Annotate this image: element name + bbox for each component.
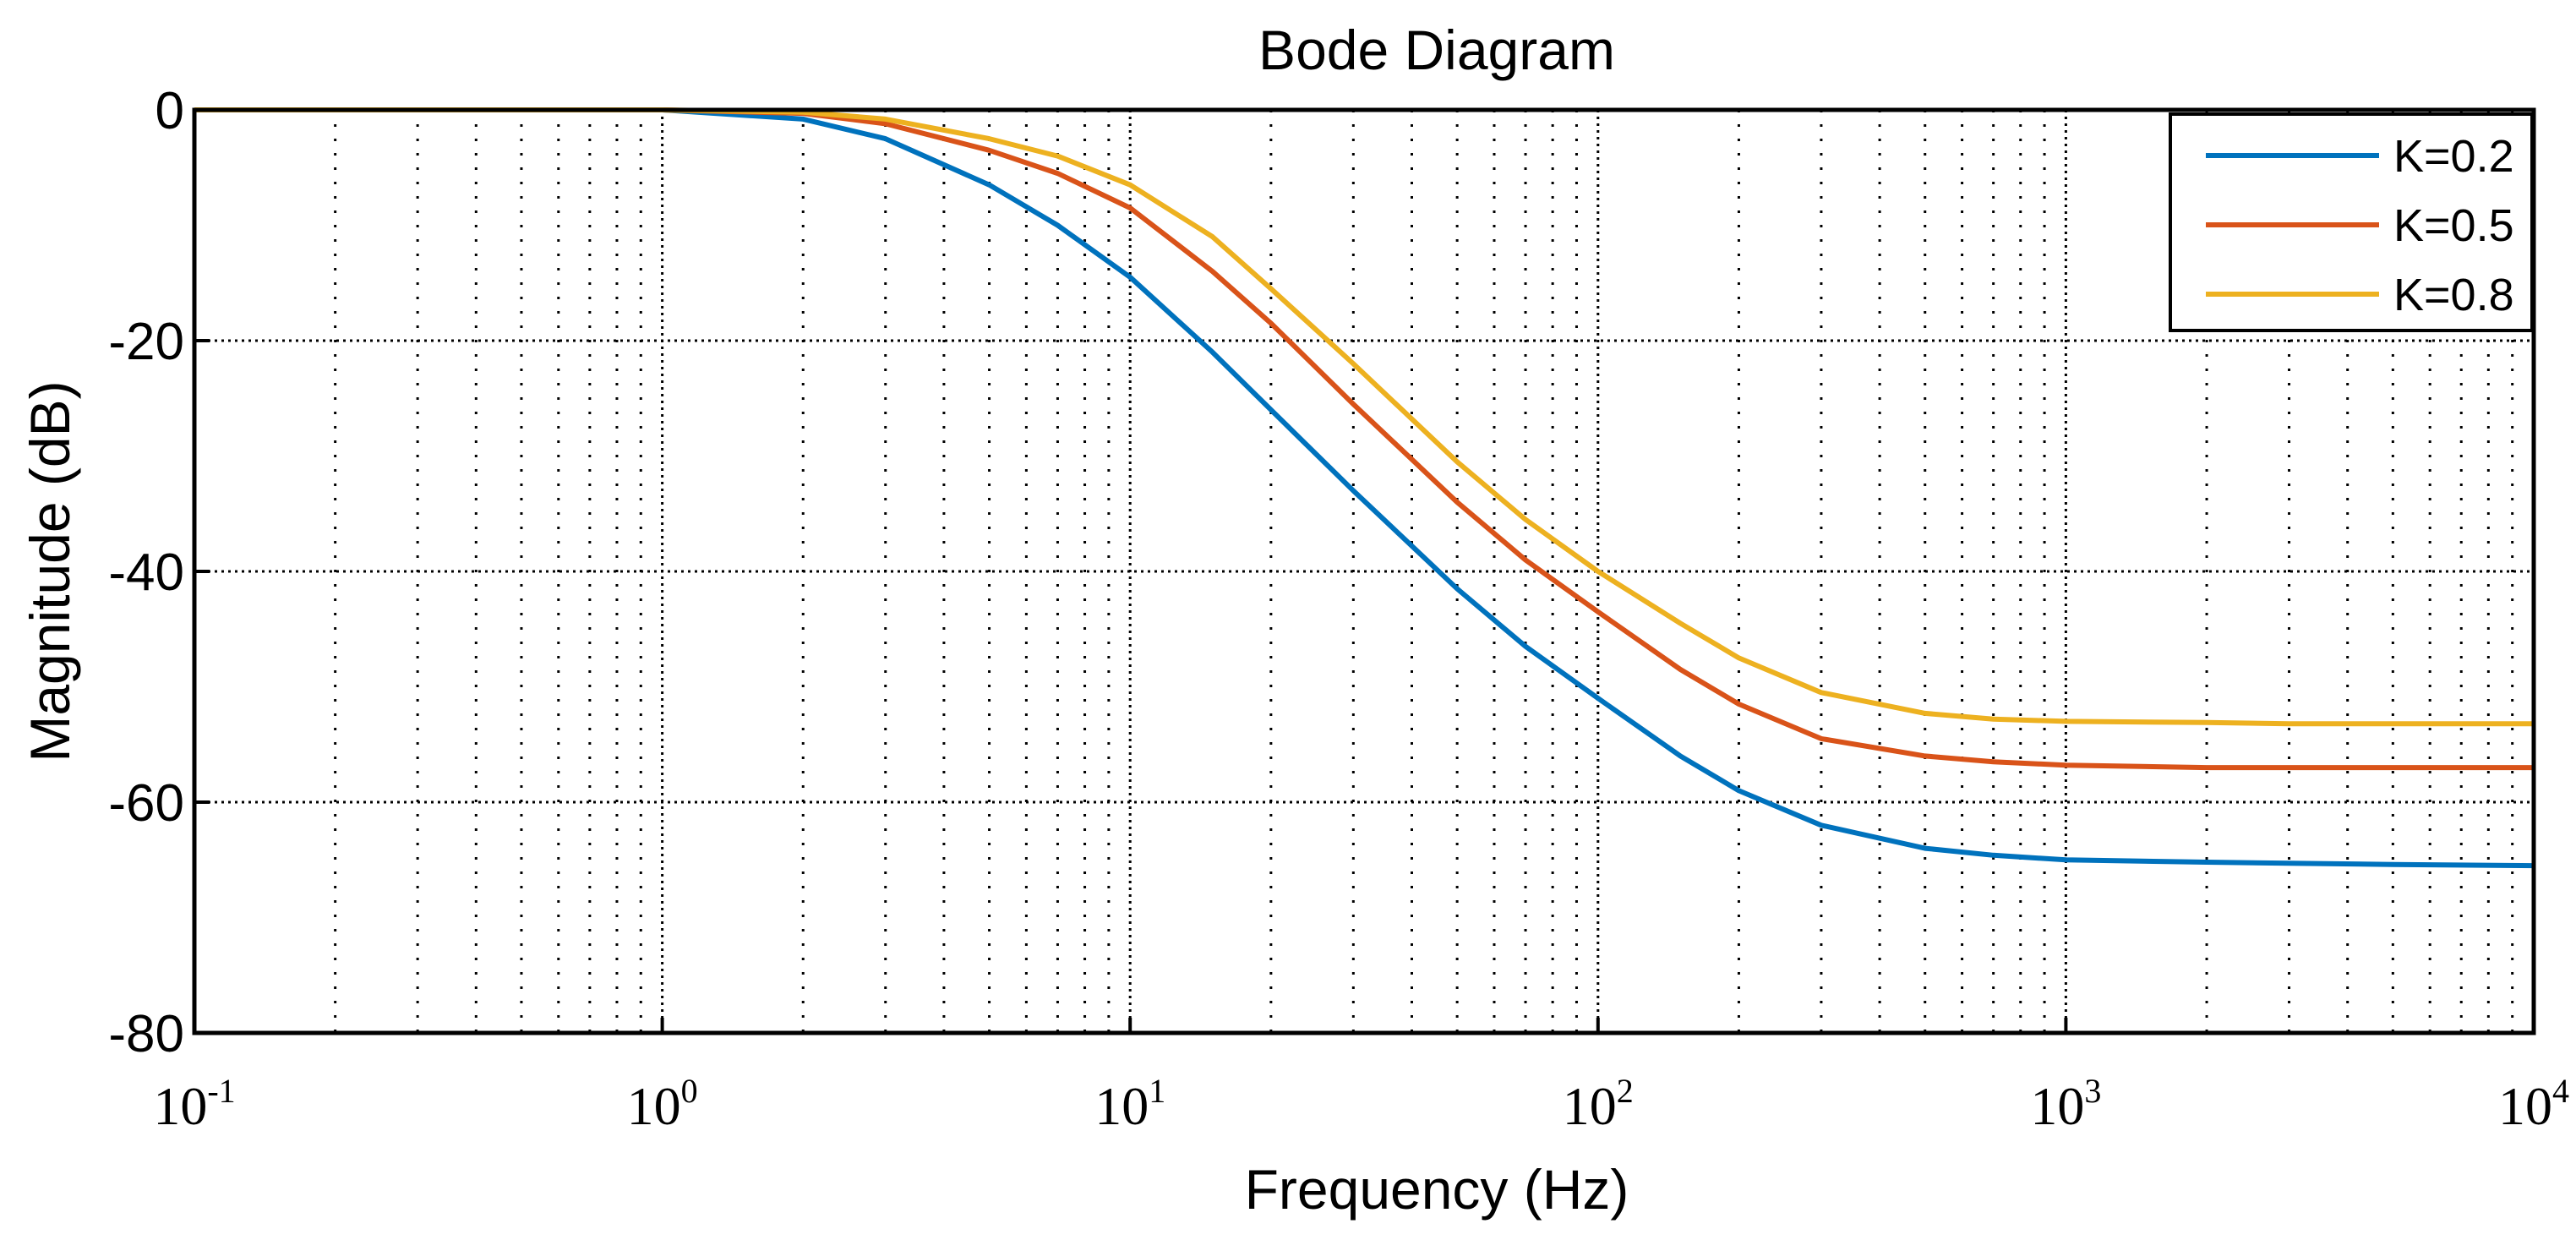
y-tick-label: -40	[108, 544, 184, 602]
x-tick-label: 104	[2498, 1072, 2569, 1136]
legend-label-3: K=0.8	[2393, 270, 2514, 320]
y-tick-label: -20	[108, 313, 184, 371]
legend-label-1: K=0.2	[2393, 131, 2514, 182]
x-tick-label: 10-1	[153, 1072, 235, 1136]
series-line-3	[194, 107, 2534, 727]
legend: K=0.2 K=0.5 K=0.8	[2169, 112, 2534, 332]
y-axis-label: Magnitude (dB)	[19, 380, 81, 762]
x-tick-label: 101	[1094, 1072, 1165, 1136]
x-tick-label: 102	[1563, 1072, 1634, 1136]
y-tick-label: -60	[108, 774, 184, 833]
grid	[194, 110, 2534, 1033]
series-line-2	[194, 107, 2534, 771]
legend-label-2: K=0.5	[2393, 200, 2514, 251]
x-tick-label: 100	[627, 1072, 698, 1136]
x-tick-label: 103	[2030, 1072, 2101, 1136]
y-axis-ticks: 0 -20 -40 -60 -80	[108, 82, 210, 1063]
x-axis-ticks: 10-1 100 101 102 103 104	[153, 1018, 2569, 1136]
x-axis-label: Frequency (Hz)	[1245, 1158, 1629, 1221]
series-group	[194, 107, 2535, 869]
y-tick-label: 0	[156, 82, 184, 140]
y-tick-label: -80	[108, 1005, 184, 1063]
series-line-1	[194, 107, 2535, 869]
chart-title: Bode Diagram	[1258, 19, 1615, 81]
